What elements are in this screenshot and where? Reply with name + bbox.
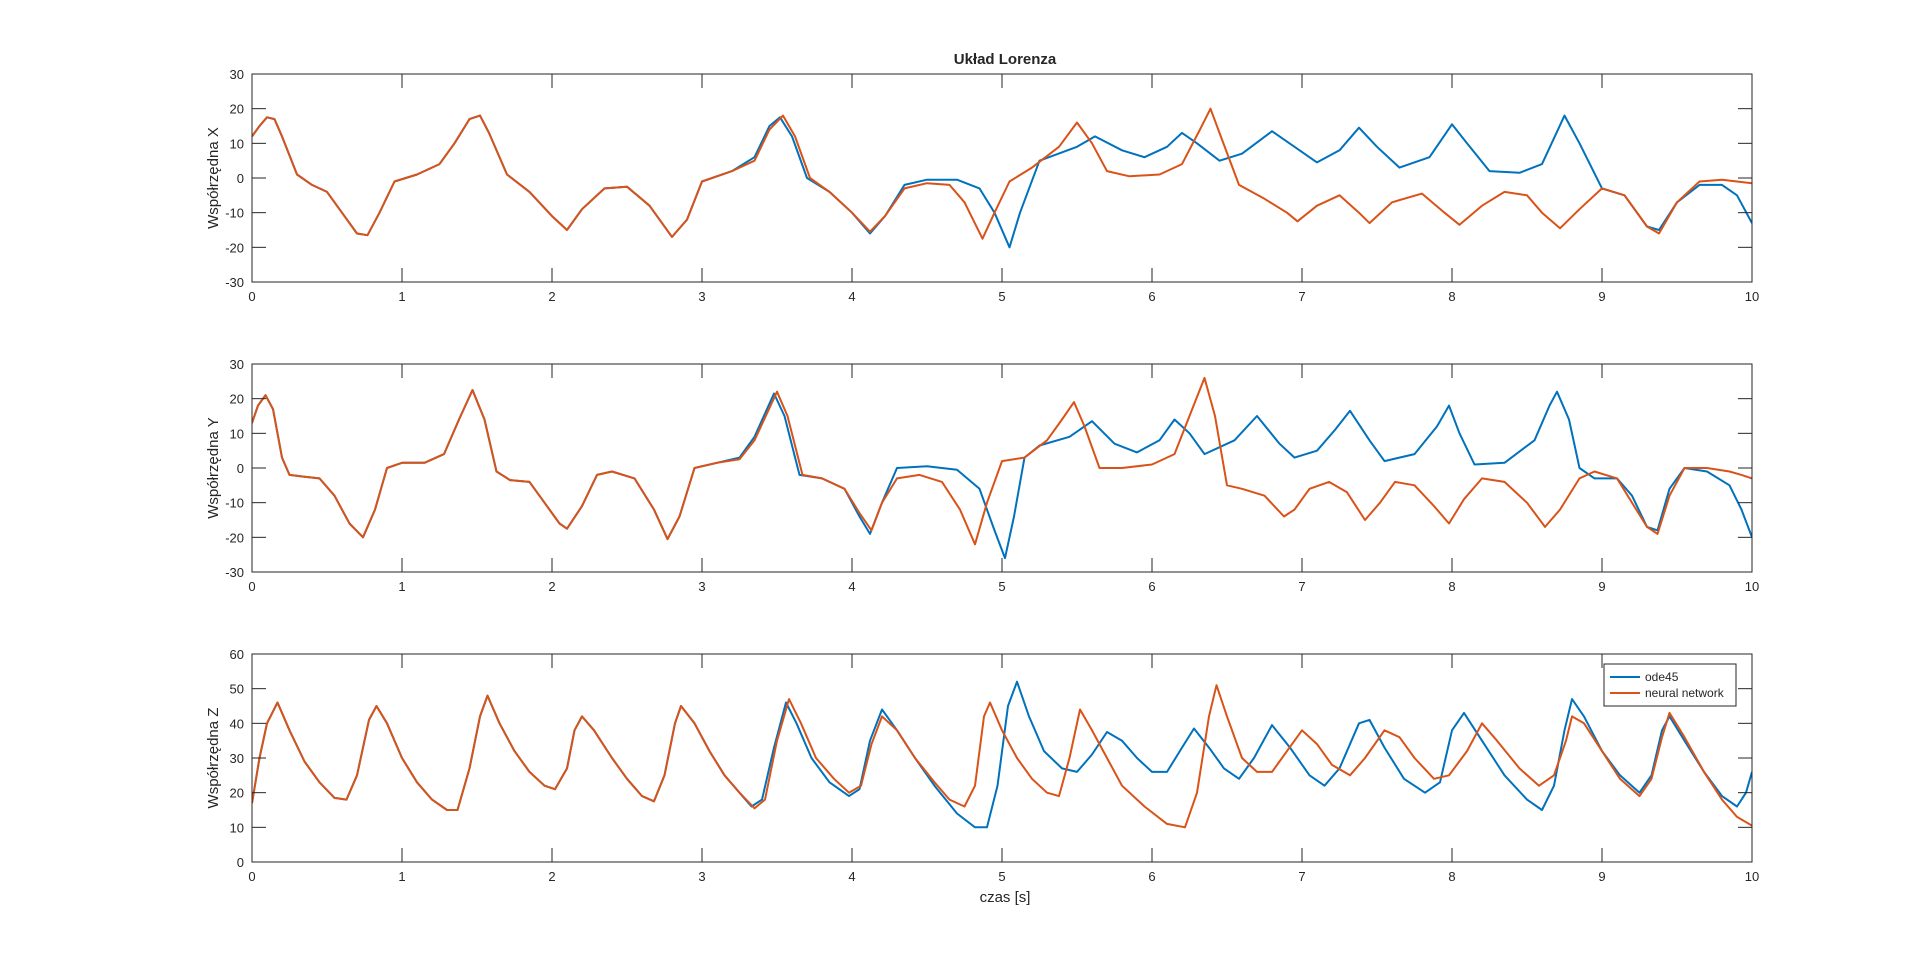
x-tick-label: 0 xyxy=(248,289,255,304)
x-tick-label: 7 xyxy=(1298,579,1305,594)
y-tick-label: -30 xyxy=(225,275,244,290)
x-tick-label: 1 xyxy=(398,579,405,594)
x-tick-label: 8 xyxy=(1448,289,1455,304)
plot-area xyxy=(252,74,1752,282)
plot-area xyxy=(252,364,1752,572)
x-tick-label: 5 xyxy=(998,579,1005,594)
x-tick-label: 4 xyxy=(848,869,855,884)
y-tick-label: 30 xyxy=(230,751,244,766)
x-tick-label: 2 xyxy=(548,289,555,304)
y-tick-label: 30 xyxy=(230,67,244,82)
x-tick-label: 5 xyxy=(998,869,1005,884)
y-tick-label: 20 xyxy=(230,392,244,407)
x-axis-label: czas [s] xyxy=(980,889,1031,906)
y-tick-label: 20 xyxy=(230,102,244,117)
y-tick-label: 0 xyxy=(237,461,244,476)
legend-box xyxy=(1603,663,1737,707)
y-tick-label: 50 xyxy=(230,682,244,697)
x-tick-label: 8 xyxy=(1448,579,1455,594)
x-tick-label: 9 xyxy=(1598,579,1605,594)
y-axis-label: Współrzędna Z xyxy=(205,708,222,809)
legend[interactable]: ode45 neural network xyxy=(1603,663,1737,707)
x-tick-label: 3 xyxy=(698,579,705,594)
x-tick-label: 7 xyxy=(1298,869,1305,884)
x-tick-label: 8 xyxy=(1448,869,1455,884)
x-tick-label: 9 xyxy=(1598,289,1605,304)
x-tick-label: 4 xyxy=(848,579,855,594)
y-tick-label: 0 xyxy=(237,855,244,870)
legend-entry: ode45 xyxy=(1645,670,1679,684)
axes-z-coordinate: 0 1 2 3 4 5 6 7 8 9 10 0 10 20 30 40 50 60 Współrzędna Z xyxy=(205,647,1759,884)
y-tick-label: 10 xyxy=(230,426,244,441)
y-tick-label: -10 xyxy=(225,496,244,511)
y-tick-label: -20 xyxy=(225,530,244,545)
series-line-neural-network xyxy=(252,684,1752,829)
x-tick-label: 0 xyxy=(248,869,255,884)
x-tick-label: 2 xyxy=(548,579,555,594)
y-axis-label: Współrzędna Y xyxy=(205,417,222,518)
x-tick-label: 10 xyxy=(1745,869,1759,884)
y-tick-label: 20 xyxy=(230,786,244,801)
x-tick-label: 10 xyxy=(1745,289,1759,304)
x-tick-label: 5 xyxy=(998,289,1005,304)
x-tick-label: 3 xyxy=(698,289,705,304)
x-tick-label: 1 xyxy=(398,869,405,884)
axes-x-coordinate: 0 1 2 3 4 5 6 7 8 9 10 -30 -20 -10 0 10 20 30 Współrzędna … xyxy=(205,67,1759,304)
y-tick-label: -20 xyxy=(225,240,244,255)
x-tick-label: 2 xyxy=(548,869,555,884)
axes-y-coordinate: 0 1 2 3 4 5 6 7 8 9 10 -30 -20 -10 0 10 20 30 Współrzędna … xyxy=(205,357,1759,594)
x-tick-label: 9 xyxy=(1598,869,1605,884)
series-line-neural-network xyxy=(252,376,1752,546)
x-tick-label: 3 xyxy=(698,869,705,884)
series-line-neural-network xyxy=(252,107,1752,240)
legend-entry: neural network xyxy=(1645,686,1725,700)
x-tick-label: 6 xyxy=(1148,579,1155,594)
y-axis-label: Współrzędna X xyxy=(205,127,222,229)
y-tick-label: 60 xyxy=(230,647,244,662)
y-tick-label: -30 xyxy=(225,565,244,580)
x-tick-label: 6 xyxy=(1148,869,1155,884)
y-tick-label: 40 xyxy=(230,716,244,731)
y-tick-label: 30 xyxy=(230,357,244,372)
figure-title: Układ Lorenza xyxy=(954,51,1057,68)
y-tick-label: 0 xyxy=(237,171,244,186)
x-tick-label: 0 xyxy=(248,579,255,594)
x-tick-label: 4 xyxy=(848,289,855,304)
x-tick-label: 10 xyxy=(1745,579,1759,594)
x-tick-label: 1 xyxy=(398,289,405,304)
y-tick-label: 10 xyxy=(230,136,244,151)
y-tick-label: 10 xyxy=(230,820,244,835)
x-tick-label: 6 xyxy=(1148,289,1155,304)
y-tick-label: -10 xyxy=(225,206,244,221)
x-tick-label: 7 xyxy=(1298,289,1305,304)
